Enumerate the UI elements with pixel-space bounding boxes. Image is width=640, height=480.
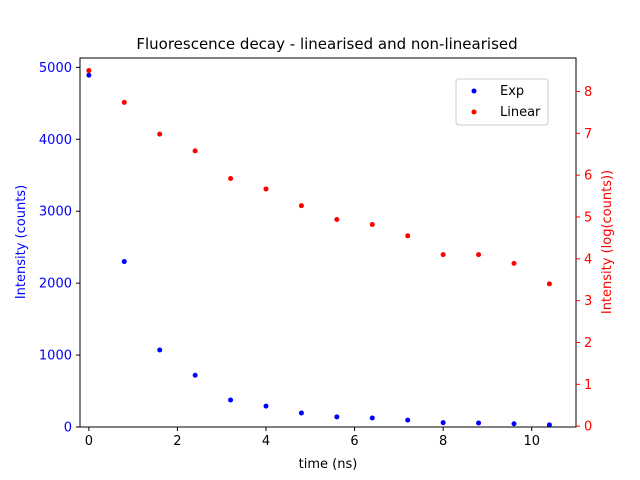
- exp-point: [121, 259, 127, 265]
- exp-point: [476, 420, 482, 426]
- exp-point: [263, 403, 269, 409]
- right-y-tick-label: 1: [584, 378, 592, 393]
- right-y-tick-label: 0: [584, 420, 592, 435]
- linear-series-points: [86, 68, 552, 287]
- left-y-axis-label: Intensity (counts): [14, 185, 29, 299]
- plot-frame: [79, 57, 577, 428]
- right-y-axis-label: Intensity (log(counts)): [600, 170, 615, 314]
- linear-point: [263, 186, 269, 192]
- left-y-tick-label: 0: [64, 421, 72, 436]
- x-tick-label: 6: [350, 434, 358, 449]
- legend-marker-exp: [471, 88, 477, 94]
- right-y-tick-label: 2: [584, 336, 592, 351]
- linear-point: [476, 252, 482, 258]
- exp-point: [334, 414, 340, 420]
- right-y-tick-label: 3: [584, 294, 592, 309]
- left-y-tick-label: 5000: [39, 61, 72, 76]
- left-y-axis-ticks: 0 1000 2000 3000 4000 5000: [39, 61, 80, 436]
- exp-point: [298, 410, 304, 416]
- exp-point: [86, 72, 92, 78]
- exp-point: [369, 415, 375, 421]
- left-y-tick-label: 2000: [39, 277, 72, 292]
- left-y-tick-label: 4000: [39, 133, 72, 148]
- linear-point: [369, 222, 375, 228]
- exp-point: [440, 420, 446, 426]
- exp-point: [157, 347, 163, 353]
- linear-point: [546, 281, 552, 287]
- x-tick-label: 0: [85, 434, 93, 449]
- linear-point: [86, 68, 92, 74]
- linear-point: [121, 99, 127, 105]
- right-y-tick-label: 7: [584, 127, 592, 142]
- linear-point: [405, 233, 411, 239]
- legend-label-linear: Linear: [500, 105, 541, 120]
- right-y-tick-label: 6: [584, 169, 592, 184]
- legend-label-exp: Exp: [500, 84, 524, 99]
- right-y-tick-label: 4: [584, 252, 592, 267]
- x-tick-label: 2: [173, 434, 181, 449]
- left-y-tick-label: 1000: [39, 349, 72, 364]
- linear-point: [440, 252, 446, 258]
- linear-point: [298, 203, 304, 209]
- x-axis-ticks: 0 2 4 6 8 10: [85, 427, 540, 449]
- exp-point: [511, 421, 517, 427]
- x-tick-label: 10: [523, 434, 540, 449]
- linear-point: [228, 175, 234, 181]
- x-axis-label: time (ns): [299, 457, 358, 472]
- x-tick-label: 4: [262, 434, 270, 449]
- exp-point: [546, 422, 552, 428]
- exp-point: [228, 397, 234, 403]
- linear-point: [157, 131, 163, 137]
- linear-point: [192, 148, 198, 154]
- exp-point: [192, 372, 198, 378]
- exp-series-points: [86, 72, 552, 428]
- linear-point: [511, 260, 517, 266]
- legend: Exp Linear: [455, 78, 549, 126]
- right-y-axis-ticks: 0 1 2 3 4 5 6 7 8: [576, 85, 592, 435]
- right-y-tick-label: 5: [584, 210, 592, 225]
- right-y-tick-label: 8: [584, 85, 592, 100]
- exp-point: [405, 417, 411, 423]
- left-y-tick-label: 3000: [39, 205, 72, 220]
- legend-box: [455, 78, 549, 126]
- legend-marker-linear: [471, 109, 477, 115]
- x-tick-label: 8: [439, 434, 447, 449]
- chart-title: Fluorescence decay - linearised and non-…: [136, 35, 517, 53]
- linear-point: [334, 216, 340, 222]
